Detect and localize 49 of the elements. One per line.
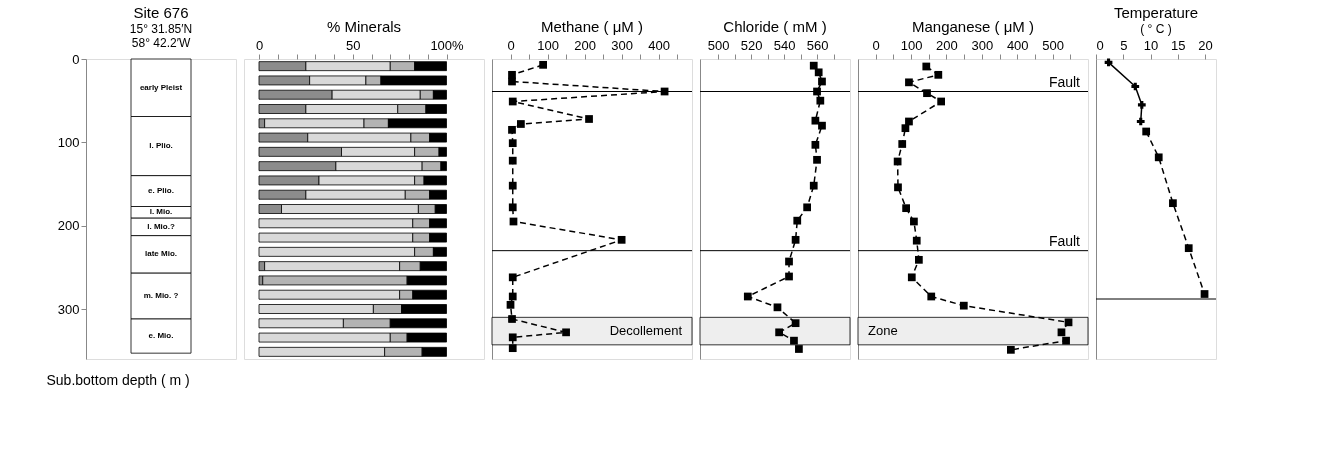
x-tick-label: 500 [707, 37, 730, 53]
y-tick-label: 0 [72, 51, 80, 67]
x-tick-label: 100% [430, 37, 465, 53]
y-tick-label: 200 [57, 218, 80, 234]
ref-line-label: Fault [1048, 232, 1081, 249]
y-axis-title: Sub.bottom depth ( m ) [46, 371, 190, 388]
x-tick-label: 5 [1120, 37, 1128, 53]
x-tick-label: 520 [740, 37, 763, 53]
x-tick-label: 540 [773, 37, 796, 53]
series-label: late Mio. [144, 249, 178, 259]
x-tick-label: 0 [1096, 37, 1104, 53]
series-label: l. Mio. [149, 207, 173, 217]
chart-title: Temperature [1113, 4, 1199, 21]
series-label: e. Mio. [148, 331, 174, 341]
x-tick-label: 100 [537, 37, 559, 53]
x-tick-label: 100 [900, 37, 923, 53]
chart-title: Site 676 [133, 4, 189, 21]
chart-subtitle: 15° 31.85′N [129, 22, 193, 36]
series-label: early Pleist [139, 82, 183, 92]
x-tick-label: 10 [1143, 37, 1159, 53]
chart-title: % Minerals [326, 18, 402, 35]
series-label: l. Plio. [149, 141, 173, 151]
band-label: Decollement [609, 323, 683, 339]
chart-title: Manganese ( μM ) [911, 18, 1035, 35]
x-tick-label: 0 [255, 37, 264, 53]
y-tick-label: 300 [57, 301, 80, 317]
ref-line-label: Fault [1048, 73, 1081, 90]
series-label: m. Mio. ? [143, 291, 179, 301]
x-tick-label: 560 [806, 37, 829, 53]
x-tick-label: 300 [611, 37, 633, 53]
y-tick-label: 100 [57, 134, 80, 150]
x-tick-label: 300 [971, 37, 994, 53]
x-tick-label: 15 [1171, 37, 1186, 53]
x-tick-label: 20 [1198, 37, 1213, 53]
x-tick-label: 500 [1042, 37, 1064, 53]
x-tick-label: 50 [346, 37, 361, 53]
x-tick-label: 200 [574, 37, 596, 53]
x-tick-label: 0 [872, 37, 880, 53]
series-label: l. Mio.? [147, 221, 175, 231]
text: 58° 42.2′W [131, 36, 191, 50]
chart-subtitle: ( ° C ) [1140, 22, 1172, 36]
x-tick-label: 200 [936, 37, 958, 53]
x-tick-label: 400 [648, 37, 671, 53]
x-tick-label: 0 [507, 37, 515, 53]
chart-title: Methane ( μM ) [540, 18, 644, 35]
x-tick-label: 400 [1006, 37, 1029, 53]
band-label: Zone [868, 323, 898, 339]
series-label: e. Plio. [148, 186, 174, 196]
chart-title: Chloride ( mM ) [723, 18, 827, 35]
